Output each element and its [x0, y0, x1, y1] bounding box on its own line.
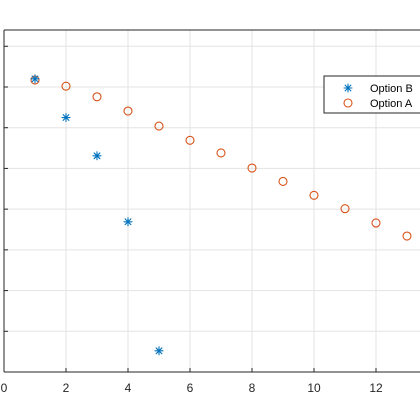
point-circle [340, 204, 350, 214]
x-tick-label: 12 [369, 381, 383, 395]
point-asterisk [30, 74, 40, 84]
point-circle [185, 135, 195, 145]
point-circle [278, 176, 288, 187]
point-circle [61, 81, 71, 91]
axes [3, 29, 420, 373]
legend-label: Option A [370, 98, 413, 110]
x-tick-label: 2 [63, 381, 70, 395]
x-tick-label: 6 [187, 381, 194, 395]
point-asterisk [123, 217, 133, 227]
point-asterisk [92, 151, 102, 161]
x-tick-label: 4 [125, 381, 132, 395]
legend-box [323, 75, 420, 114]
x-tick-label: 0 [1, 381, 8, 395]
point-circle [247, 163, 257, 173]
x-axis-ticks: 0 2 4 6 8 10 12 [1, 368, 383, 395]
point-circle [343, 98, 353, 108]
point-circle [402, 231, 412, 241]
x-tick-label: 10 [307, 381, 321, 395]
point-circle [123, 106, 133, 116]
point-circle [154, 121, 164, 131]
series-option-b [30, 74, 164, 356]
point-circle [216, 148, 226, 158]
legend-label: Option B [370, 83, 413, 95]
point-asterisk [154, 346, 164, 356]
data-points [30, 74, 412, 356]
point-circle [371, 218, 381, 228]
point-asterisk [343, 83, 353, 93]
x-tick-label: 8 [249, 381, 256, 395]
point-circle [92, 92, 102, 102]
point-asterisk [61, 112, 71, 123]
point-circle [309, 190, 319, 200]
legend: Option B Option A [323, 75, 420, 114]
